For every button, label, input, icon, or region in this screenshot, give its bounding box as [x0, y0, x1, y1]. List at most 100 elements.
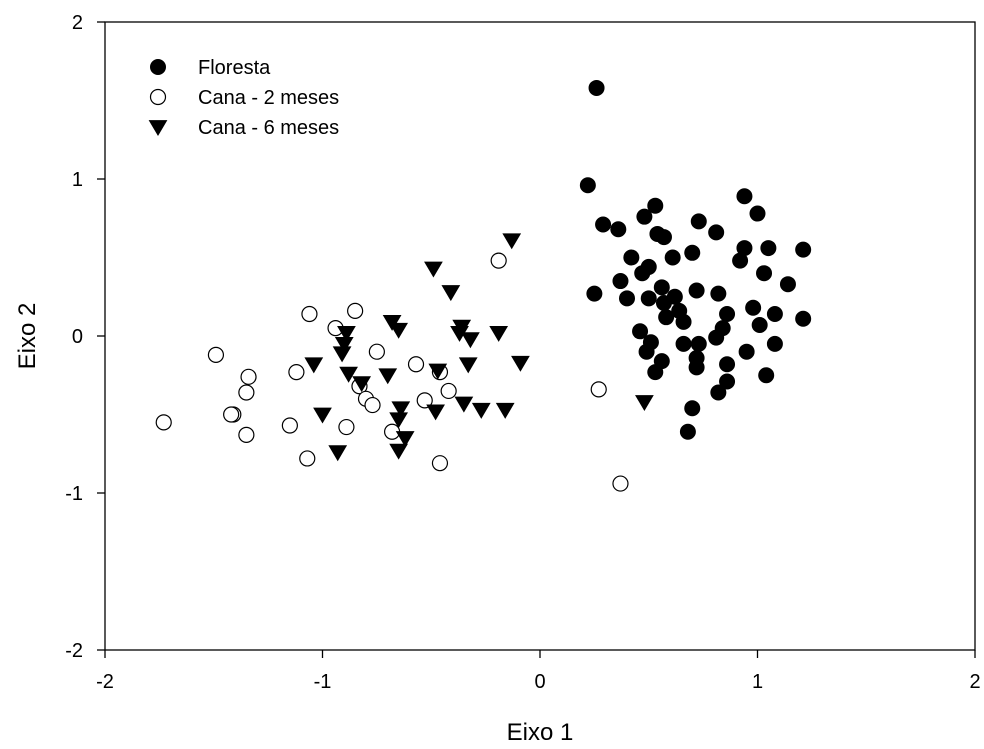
- data-point: [313, 407, 332, 424]
- legend: Floresta Cana - 2 meses Cana - 6 meses: [148, 57, 339, 139]
- data-point: [732, 252, 749, 269]
- data-point: [281, 417, 298, 434]
- data-point: [766, 335, 783, 352]
- data-point: [207, 346, 225, 363]
- data-point: [454, 396, 474, 413]
- x-tick-label: 0: [534, 671, 545, 693]
- data-point: [301, 305, 318, 323]
- data-point: [586, 285, 603, 302]
- data-point: [688, 282, 705, 299]
- data-point: [688, 359, 705, 376]
- data-point: [338, 418, 355, 436]
- data-point: [407, 356, 425, 373]
- data-point: [440, 382, 457, 400]
- data-point: [760, 240, 777, 257]
- data-point: [684, 244, 701, 261]
- data-point: [428, 363, 448, 380]
- data-point: [595, 216, 612, 233]
- data-point: [416, 392, 433, 409]
- data-point: [332, 346, 352, 363]
- data-point: [675, 313, 692, 330]
- data-point: [684, 400, 701, 417]
- series-2: [155, 252, 629, 492]
- data-point: [495, 402, 515, 419]
- data-point: [334, 336, 354, 353]
- data-point: [471, 402, 491, 419]
- axis-ticks: -2 -1 0 1 2 -2 -1 0 1 2: [65, 12, 980, 693]
- data-point: [391, 401, 411, 418]
- series-1: [579, 79, 812, 440]
- data-point: [426, 404, 445, 421]
- y-tick-label: 1: [72, 169, 83, 191]
- y-axis-title: Eixo 2: [14, 303, 41, 370]
- data-point: [638, 343, 655, 360]
- data-point: [632, 323, 649, 340]
- legend-marker: [148, 120, 168, 137]
- data-point: [756, 265, 773, 282]
- data-point: [710, 384, 727, 401]
- data-point: [795, 310, 812, 327]
- data-point: [679, 423, 696, 440]
- data-point: [612, 475, 629, 492]
- data-point: [664, 249, 681, 266]
- data-point: [490, 252, 507, 269]
- data-point: [751, 317, 768, 334]
- data-point: [690, 213, 707, 230]
- data-point: [647, 364, 664, 381]
- data-point: [795, 241, 812, 258]
- x-tick-label: 2: [969, 671, 980, 693]
- data-point: [288, 364, 305, 381]
- data-point: [155, 414, 172, 431]
- legend-marker: [150, 59, 166, 75]
- y-tick-label: 0: [72, 326, 83, 348]
- data-point: [304, 357, 324, 374]
- data-point: [238, 426, 255, 444]
- data-point: [395, 431, 415, 448]
- data-point: [708, 329, 725, 346]
- data-point: [655, 229, 672, 246]
- data-point: [431, 455, 449, 472]
- data-point: [337, 325, 356, 342]
- data-point: [378, 368, 398, 385]
- data-point: [658, 309, 675, 326]
- x-axis-title: Eixo 1: [507, 719, 574, 746]
- legend-marker: [149, 88, 167, 106]
- data-point: [640, 290, 657, 307]
- data-point: [347, 302, 364, 319]
- data-point: [635, 395, 654, 412]
- data-point: [238, 384, 255, 401]
- data-points: [155, 79, 812, 492]
- series-3: [304, 233, 654, 462]
- x-tick-label: 1: [752, 671, 763, 693]
- data-point: [590, 381, 607, 398]
- data-point: [339, 366, 358, 383]
- data-point: [766, 306, 783, 323]
- data-point: [619, 290, 635, 307]
- x-tick-label: -1: [314, 671, 332, 693]
- data-point: [461, 332, 480, 349]
- data-point: [588, 79, 605, 96]
- data-point: [708, 224, 725, 241]
- data-point: [389, 322, 408, 339]
- data-point: [655, 295, 672, 312]
- legend-label: Floresta: [198, 57, 271, 79]
- data-point: [579, 177, 596, 194]
- legend-item: Cana - 6 meses: [148, 117, 339, 139]
- data-point: [458, 357, 478, 374]
- data-point: [623, 249, 640, 266]
- data-point: [389, 443, 408, 460]
- data-point: [719, 306, 736, 323]
- data-point: [299, 450, 316, 467]
- y-tick-label: -2: [65, 640, 83, 662]
- y-tick-label: 2: [72, 12, 83, 34]
- data-point: [779, 276, 796, 293]
- data-point: [636, 208, 653, 225]
- legend-label: Cana - 2 meses: [198, 87, 339, 109]
- data-point: [719, 356, 736, 373]
- data-point: [758, 367, 775, 384]
- y-tick-label: -1: [65, 483, 83, 505]
- data-point: [736, 188, 753, 205]
- data-point: [389, 412, 408, 429]
- legend-item: Floresta: [150, 57, 271, 79]
